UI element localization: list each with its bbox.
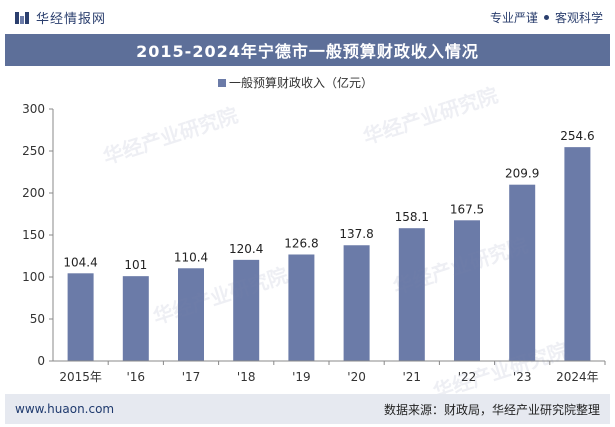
tagline-left: 专业严谨 <box>489 11 538 25</box>
chart-title: 2015-2024年宁德市一般预算财政收入情况 <box>136 42 479 61</box>
bar-value-label: 158.1 <box>395 210 429 224</box>
huajing-logo-icon <box>15 11 29 24</box>
bar <box>509 184 536 361</box>
chart-title-bar: 2015-2024年宁德市一般预算财政收入情况 <box>5 34 610 66</box>
bar <box>233 259 260 361</box>
bar <box>454 220 480 361</box>
bar-value-label: 110.4 <box>174 250 208 264</box>
x-tick-label: '22 <box>458 370 477 384</box>
bar <box>564 147 591 361</box>
top-bar: 华经情报网 专业严谨 客观科学 <box>0 0 615 34</box>
y-tick-label: 100 <box>22 270 45 284</box>
y-tick-label: 50 <box>30 312 45 326</box>
x-tick-label: 2024年 <box>556 370 599 384</box>
brand-name: 华经情报网 <box>36 12 107 27</box>
bar <box>288 254 315 361</box>
y-tick-label: 300 <box>22 102 45 116</box>
x-tick-label: 2015年 <box>59 370 102 384</box>
bar <box>178 268 204 361</box>
bar-chart: 一般预算财政收入（亿元） 0 50 100 150 200 250 300 104.4 101… <box>22 75 606 384</box>
bar <box>343 245 370 361</box>
bar-value-label: 120.4 <box>229 242 263 256</box>
bar-value-label: 209.9 <box>505 167 539 181</box>
chart-area: 一般预算财政收入（亿元） 0 50 100 150 200 250 300 104.4 101… <box>5 66 610 392</box>
x-tick-label: '18 <box>237 370 256 384</box>
y-axis: 0 50 100 150 200 250 300 <box>22 102 54 368</box>
x-tick-label: '16 <box>127 370 146 384</box>
bar-value-label: 254.6 <box>560 129 594 143</box>
x-tick-label: '20 <box>347 370 366 384</box>
y-tick-label: 0 <box>37 354 45 368</box>
bar-value-label: 126.8 <box>284 236 318 250</box>
x-tick-label: '21 <box>403 370 422 384</box>
x-tick-label: '19 <box>292 370 311 384</box>
bar-value-label: 101 <box>124 258 147 272</box>
x-tick-label: '17 <box>182 370 201 384</box>
footer-source: 数据来源：财政局，华经产业研究院整理 <box>383 402 600 417</box>
tagline: 专业严谨 客观科学 <box>490 9 603 26</box>
legend-swatch <box>218 79 226 87</box>
x-axis: 2015年 '16 '17 '18 '19 '20 '21 '22 '23 2024年 <box>53 360 606 384</box>
y-tick-label: 250 <box>22 144 45 158</box>
bar <box>122 276 149 361</box>
bar <box>398 228 425 361</box>
tagline-right: 客观科学 <box>554 11 603 25</box>
tagline-dot-icon <box>543 15 549 20</box>
footer: www.huaon.com 数据来源：财政局，华经产业研究院整理 <box>5 394 610 424</box>
y-tick-label: 150 <box>22 228 45 242</box>
footer-website: www.huaon.com <box>15 402 115 416</box>
bar <box>67 273 94 361</box>
brand: 华经情报网 <box>14 8 106 27</box>
bar-value-label: 137.8 <box>339 227 373 241</box>
x-tick-label: '23 <box>513 370 532 384</box>
bars: 104.4 101 110.4 120.4 126.8 137.8 158.1 167.5 20… <box>63 129 595 361</box>
bar-value-label: 167.5 <box>450 202 484 216</box>
legend: 一般预算财政收入（亿元） <box>218 75 373 90</box>
legend-label: 一般预算财政收入（亿元） <box>229 75 373 90</box>
bar-value-label: 104.4 <box>63 255 97 269</box>
y-tick-label: 200 <box>22 186 45 200</box>
